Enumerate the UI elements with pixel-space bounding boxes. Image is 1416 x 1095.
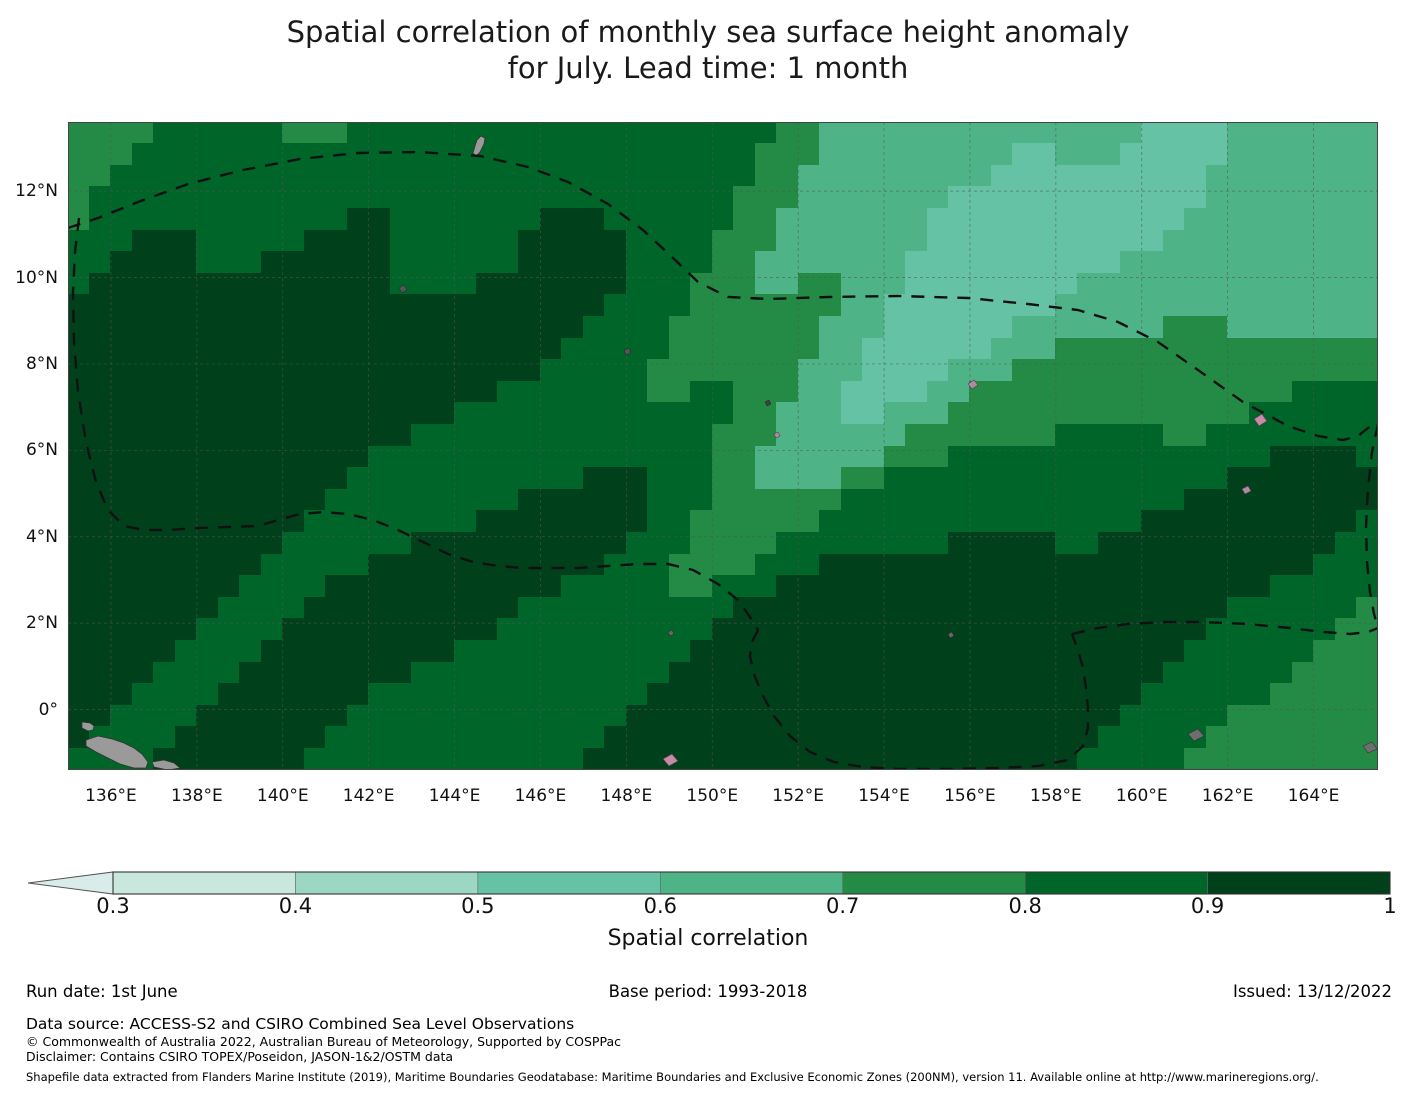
eez-line xyxy=(1364,423,1378,629)
island-shape xyxy=(472,135,486,157)
colorbar-swatch[interactable] xyxy=(1207,871,1391,895)
colorbar-outline xyxy=(112,871,1391,895)
colorbar-swatch[interactable] xyxy=(842,871,1026,895)
island-shape xyxy=(1253,413,1268,427)
colorbar-swatch[interactable] xyxy=(1024,871,1208,895)
eez-line xyxy=(71,217,760,631)
colorbar-tick-label: 0.8 xyxy=(1008,894,1042,918)
disclaimer-text: Disclaimer: Contains CSIRO TOPEX/Poseido… xyxy=(26,1049,454,1064)
latitude-tick-label: 6°N xyxy=(25,440,58,461)
longitude-tick-label: 144°E xyxy=(428,786,481,806)
base-period: Base period: 1993-2018 xyxy=(608,982,808,1001)
issued-date: Issued: 13/12/2022 xyxy=(1232,982,1392,1001)
island-shape xyxy=(81,721,95,732)
colorbar-label: Spatial correlation xyxy=(607,926,809,951)
longitude-tick-label: 156°E xyxy=(944,786,996,806)
longitude-tick-label: 158°E xyxy=(1030,786,1082,806)
longitude-tick-label: 150°E xyxy=(686,786,739,806)
correlation-heatmap xyxy=(68,122,1378,770)
latitude-tick-label: 0° xyxy=(38,699,58,720)
colorbar-swatch[interactable] xyxy=(659,871,844,895)
island-shape xyxy=(764,399,772,407)
copyright-text: © Commonwealth of Australia 2022, Austra… xyxy=(26,1034,621,1049)
island-shape xyxy=(1187,728,1205,742)
latitude-tick-label: 4°N xyxy=(25,526,58,547)
island-shape xyxy=(667,629,675,637)
credits-block: Data source: ACCESS-S2 and CSIRO Combine… xyxy=(26,1014,1396,1064)
colorbar-tick-label: 1 xyxy=(1383,894,1397,918)
island-shape xyxy=(1241,485,1252,495)
colorbar-tick-label: 0.6 xyxy=(643,894,677,918)
run-date: Run date: 1st June xyxy=(26,982,178,1001)
colorbar-tick-label: 0.5 xyxy=(461,894,495,918)
colorbar[interactable]: 0.3 0.4 0.5 0.6 0.7 0.8 0.9 1 Spatial correlati… xyxy=(0,862,1416,962)
map-plot-area[interactable] xyxy=(68,122,1378,770)
map-gridlines xyxy=(68,122,1378,770)
footer-row: Run date: 1st June Base period: 1993-201… xyxy=(0,982,1416,1006)
island-shape xyxy=(947,631,955,639)
island-shape xyxy=(398,284,408,294)
longitude-tick-label: 146°E xyxy=(514,786,567,806)
chart-title: Spatial correlation of monthly sea surfa… xyxy=(0,14,1416,86)
colorbar-tick-label: 0.3 xyxy=(96,894,130,918)
latitude-tick-label: 2°N xyxy=(25,613,58,634)
map-overlay xyxy=(68,122,1378,770)
longitude-tick-label: 140°E xyxy=(256,786,309,806)
colorbar-swatches xyxy=(27,871,1391,895)
island-shape xyxy=(773,431,781,439)
landmass-polygons xyxy=(81,135,1378,770)
colorbar-swatch[interactable] xyxy=(112,871,296,895)
longitude-tick-label: 142°E xyxy=(342,786,395,806)
island-shape xyxy=(1362,741,1378,754)
longitude-tick-label: 136°E xyxy=(85,786,137,806)
latitude-tick-label: 8°N xyxy=(25,353,58,374)
colorbar-tick-label: 0.9 xyxy=(1190,894,1225,918)
island-shape xyxy=(623,347,632,356)
eez-line xyxy=(1071,620,1378,636)
island-shape xyxy=(151,759,181,770)
eez-line xyxy=(748,629,1090,770)
longitude-tick-label: 138°E xyxy=(170,786,223,806)
island-shape xyxy=(85,735,149,769)
longitude-tick-label: 160°E xyxy=(1115,786,1168,806)
colorbar-extend-min xyxy=(27,871,114,895)
longitude-tick-label: 148°E xyxy=(600,786,653,806)
title-line-1: Spatial correlation of monthly sea surfa… xyxy=(286,15,1130,49)
shapefile-note: Shapefile data extracted from Flanders M… xyxy=(26,1070,1319,1084)
colorbar-tick-label: 0.4 xyxy=(278,894,313,918)
data-source-text: Data source: ACCESS-S2 and CSIRO Combine… xyxy=(26,1015,575,1033)
title-line-2: for July. Lead time: 1 month xyxy=(507,51,909,85)
longitude-tick-label: 164°E xyxy=(1287,786,1340,806)
eez-line xyxy=(68,150,1378,442)
longitude-tick-label: 152°E xyxy=(772,786,825,806)
latitude-tick-label: 12°N xyxy=(15,181,58,202)
island-shape xyxy=(967,379,979,390)
colorbar-tick-label: 0.7 xyxy=(826,894,860,918)
longitude-tick-label: 162°E xyxy=(1201,786,1254,806)
colorbar-swatch[interactable] xyxy=(477,871,661,895)
latitude-tick-label: 10°N xyxy=(15,267,58,288)
longitude-tick-label: 154°E xyxy=(858,786,910,806)
colorbar-swatch[interactable] xyxy=(295,871,479,895)
eez-boundary-lines xyxy=(68,150,1378,770)
island-shape xyxy=(662,753,679,767)
